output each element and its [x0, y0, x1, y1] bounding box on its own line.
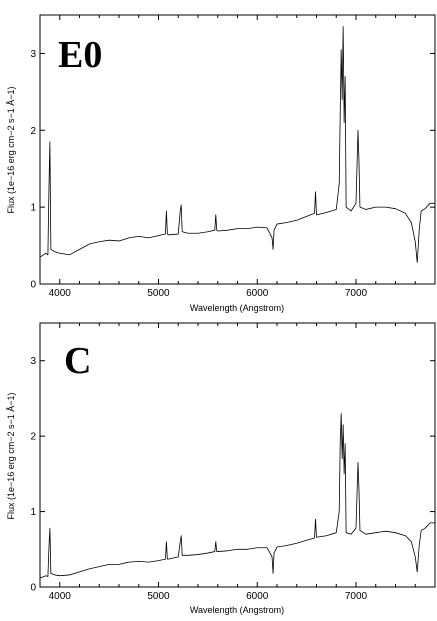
y-axis-label: Flux (1e−16 erg cm−2 s−1 Å−1) [6, 392, 16, 519]
y-tick-label: 1 [30, 203, 36, 214]
x-tick-label: 5000 [147, 288, 170, 299]
plot-frame [39, 322, 436, 588]
panel-c: C Wavelength (Angstrom) Flux (1e−16 erg … [6, 322, 436, 615]
y-tick-label: 3 [30, 49, 36, 60]
y-tick-label: 0 [30, 280, 36, 291]
spectrum-line [39, 26, 435, 263]
panel-label: E0 [58, 34, 102, 76]
tick-group: 4000 5000 6000 7000 0 1 2 3 [30, 323, 436, 602]
x-tick-label: 7000 [345, 288, 368, 299]
x-tick-label: 6000 [246, 288, 269, 299]
y-tick-label: 3 [30, 356, 36, 367]
panel-label: C [64, 340, 91, 382]
spectrum-line [39, 413, 435, 579]
x-tick-label: 4000 [49, 288, 72, 299]
x-axis-label: Wavelength (Angstrom) [190, 303, 284, 313]
x-tick-label: 5000 [147, 591, 170, 602]
x-axis-label: Wavelength (Angstrom) [190, 605, 284, 615]
y-tick-label: 0 [30, 583, 36, 594]
tick-group: 4000 5000 6000 7000 0 1 2 3 [30, 15, 436, 299]
y-tick-label: 2 [30, 432, 36, 443]
y-axis-label: Flux (1e−16 erg cm−2 s−1 Å−1) [6, 86, 16, 213]
x-tick-label: 6000 [246, 591, 269, 602]
y-tick-label: 2 [30, 126, 36, 137]
panel-e0: E0 Wavelength (Angstrom) Flux (1e−16 erg… [6, 14, 436, 313]
x-tick-label: 7000 [345, 591, 368, 602]
y-tick-label: 1 [30, 507, 36, 518]
x-tick-label: 4000 [49, 591, 72, 602]
